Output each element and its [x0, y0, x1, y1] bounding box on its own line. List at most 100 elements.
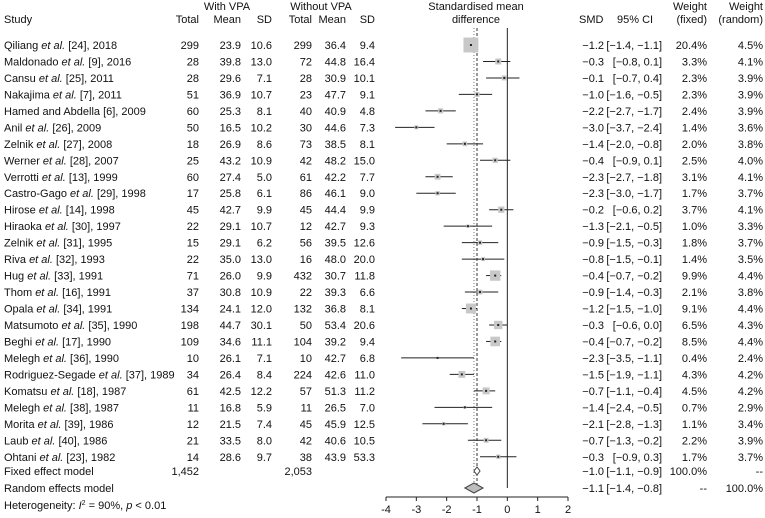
- mean-without-vpa: 42.2: [325, 172, 346, 184]
- sd-with-vpa: 9.9: [257, 205, 272, 217]
- mean-without-vpa: 42.6: [325, 369, 346, 381]
- weight-fixed: 2.0%: [682, 139, 707, 151]
- weight-random: 4.1%: [738, 172, 763, 184]
- study-etal: et al.: [29, 254, 53, 266]
- mean-with-vpa: 30.8: [220, 287, 241, 299]
- smd-value: −0.2: [582, 205, 604, 217]
- header-smd: SMD: [579, 14, 604, 26]
- sd-with-vpa: 12.2: [251, 386, 272, 398]
- sd-with-vpa: 7.4: [257, 419, 272, 431]
- sd-with-vpa: 5.9: [257, 402, 272, 414]
- ci-value: [−1.5, −1.0]: [606, 304, 662, 316]
- table-row: Hug et al. [33], 1991 71 26.0 9.9 432 30.7 11.…: [4, 270, 763, 283]
- weight-fixed: 4.5%: [682, 386, 707, 398]
- weight-fixed: 0.7%: [682, 402, 707, 414]
- fixed-effect-row: Fixed effect model 1,452 2,053 −1.0 [−1.1, −…: [4, 466, 763, 478]
- table-row: Morita et al. [39], 1986 12 21.5 7.4 45 45.9 1…: [4, 419, 763, 431]
- study-name-ref: [24], 2018: [65, 40, 117, 52]
- total-without-vpa: 40: [300, 106, 312, 118]
- study-name-ref: [14], 1998: [63, 205, 115, 217]
- study-name-ref: [38], 1987: [67, 402, 119, 414]
- sd-with-vpa: 10.9: [251, 287, 272, 299]
- sd-with-vpa: 13.0: [251, 254, 272, 266]
- study-name-ref: [32], 1993: [53, 254, 105, 266]
- table-row: Verrotti et al. [13], 1999 60 27.4 5.0 61 42.…: [4, 172, 763, 184]
- weight-random: 4.4%: [738, 336, 763, 348]
- study-rows: Qiliang et al. [24], 2018 299 23.9 10.6 299 3…: [4, 37, 763, 464]
- total-with-vpa: 198: [181, 320, 199, 332]
- total-without-vpa: 22: [300, 287, 312, 299]
- total-without-vpa: 42: [300, 435, 312, 447]
- mean-with-vpa: 21.5: [220, 419, 241, 431]
- total-without-vpa: 104: [294, 336, 312, 348]
- total-without-vpa: 224: [294, 369, 312, 381]
- point-estimate: [479, 241, 482, 244]
- weight-random: 3.9%: [738, 89, 763, 101]
- weight-fixed: 1.1%: [682, 419, 707, 431]
- mean-with-vpa: 35.0: [220, 254, 241, 266]
- study-etal: et al.: [39, 73, 63, 85]
- study-name: Laub et al. [40], 1986: [4, 435, 107, 447]
- mean-without-vpa: 51.3: [325, 386, 346, 398]
- mean-without-vpa: 40.6: [325, 435, 346, 447]
- random-weight-random: 100.0%: [726, 483, 764, 495]
- table-row: Matsumoto et al. [35], 1990 198 44.7 30.1 50…: [4, 320, 763, 332]
- ci-value: [−2.8, −1.3]: [606, 419, 662, 431]
- total-without-vpa: 50: [300, 320, 312, 332]
- study-name-ref: [16], 1991: [59, 287, 111, 299]
- ci-value: [−1.6, −0.5]: [606, 89, 662, 101]
- mean-with-vpa: 27.4: [220, 172, 241, 184]
- study-name: Maldonado et al. [9], 2016: [4, 56, 131, 68]
- weight-fixed: 3.1%: [682, 172, 707, 184]
- x-tick-label: -1: [472, 504, 482, 516]
- x-tick-label: 2: [565, 504, 571, 516]
- random-ci-value: [−1.4, −0.8]: [606, 483, 662, 495]
- study-name-part: Beghi: [4, 336, 35, 348]
- study-etal: et al.: [50, 386, 74, 398]
- mean-with-vpa: 36.9: [220, 89, 241, 101]
- summary-rows: Fixed effect model 1,452 2,053 −1.0 [−1.1, −…: [4, 466, 763, 512]
- heterogeneity-row: Heterogeneity: I2 = 90%, p < 0.01: [4, 500, 166, 512]
- study-etal: et al.: [53, 89, 77, 101]
- point-estimate: [463, 406, 466, 409]
- study-name-ref: [35], 1990: [85, 320, 137, 332]
- total-without-vpa: 30: [300, 122, 312, 134]
- smd-value: −0.7: [582, 435, 604, 447]
- table-row: Ohtani et al. [23], 1982 14 28.6 9.7 38 43.9 5…: [4, 452, 763, 464]
- x-tick-label: 1: [535, 504, 541, 516]
- total-with-vpa: 299: [181, 40, 199, 52]
- total-with-vpa: 11: [188, 402, 199, 414]
- sd-without-vpa: 16.4: [354, 56, 375, 68]
- ci-value: [−1.4, −0.3]: [606, 287, 662, 299]
- study-name: Hamed and Abdella [6], 2009: [4, 106, 146, 118]
- total-with-vpa: 134: [181, 304, 199, 316]
- study-name: Zelnik et al. [31], 1995: [4, 238, 112, 250]
- mean-with-vpa: 42.5: [220, 386, 241, 398]
- mean-without-vpa: 48.0: [325, 254, 346, 266]
- mean-without-vpa: 44.4: [325, 205, 346, 217]
- weight-fixed: 2.2%: [682, 435, 707, 447]
- ci-value: [−0.7, −0.2]: [606, 336, 662, 348]
- study-name: Hug et al. [33], 1991: [4, 271, 103, 283]
- weight-random: 3.8%: [738, 287, 763, 299]
- smd-value: −0.3: [582, 56, 604, 68]
- fixed-weight-random: --: [756, 466, 764, 478]
- table-row: Hamed and Abdella [6], 2009 60 25.3 8.1 40 40…: [4, 106, 763, 118]
- study-name-part: Morita: [4, 419, 38, 431]
- ci-value: [−1.4, −1.1]: [606, 40, 662, 52]
- ci-value: [−0.6, 0.2]: [613, 205, 662, 217]
- point-estimate: [436, 175, 439, 178]
- study-name-ref: [29], 1998: [94, 188, 146, 200]
- sd-without-vpa: 20.0: [354, 254, 375, 266]
- weight-fixed: 3.7%: [682, 205, 707, 217]
- fixed-effect-label: Fixed effect model: [4, 466, 94, 478]
- study-name-part: Qiliang: [4, 40, 41, 52]
- study-name-part: Hirose: [4, 205, 39, 217]
- study-name-part: Komatsu: [4, 386, 50, 398]
- study-etal: et al.: [35, 287, 59, 299]
- mean-with-vpa: 39.8: [220, 56, 241, 68]
- study-etal: et al.: [70, 188, 94, 200]
- sd-without-vpa: 9.9: [360, 205, 375, 217]
- ci-value: [−0.7, 0.4]: [613, 73, 662, 85]
- study-name-ref: [13], 1999: [66, 172, 118, 184]
